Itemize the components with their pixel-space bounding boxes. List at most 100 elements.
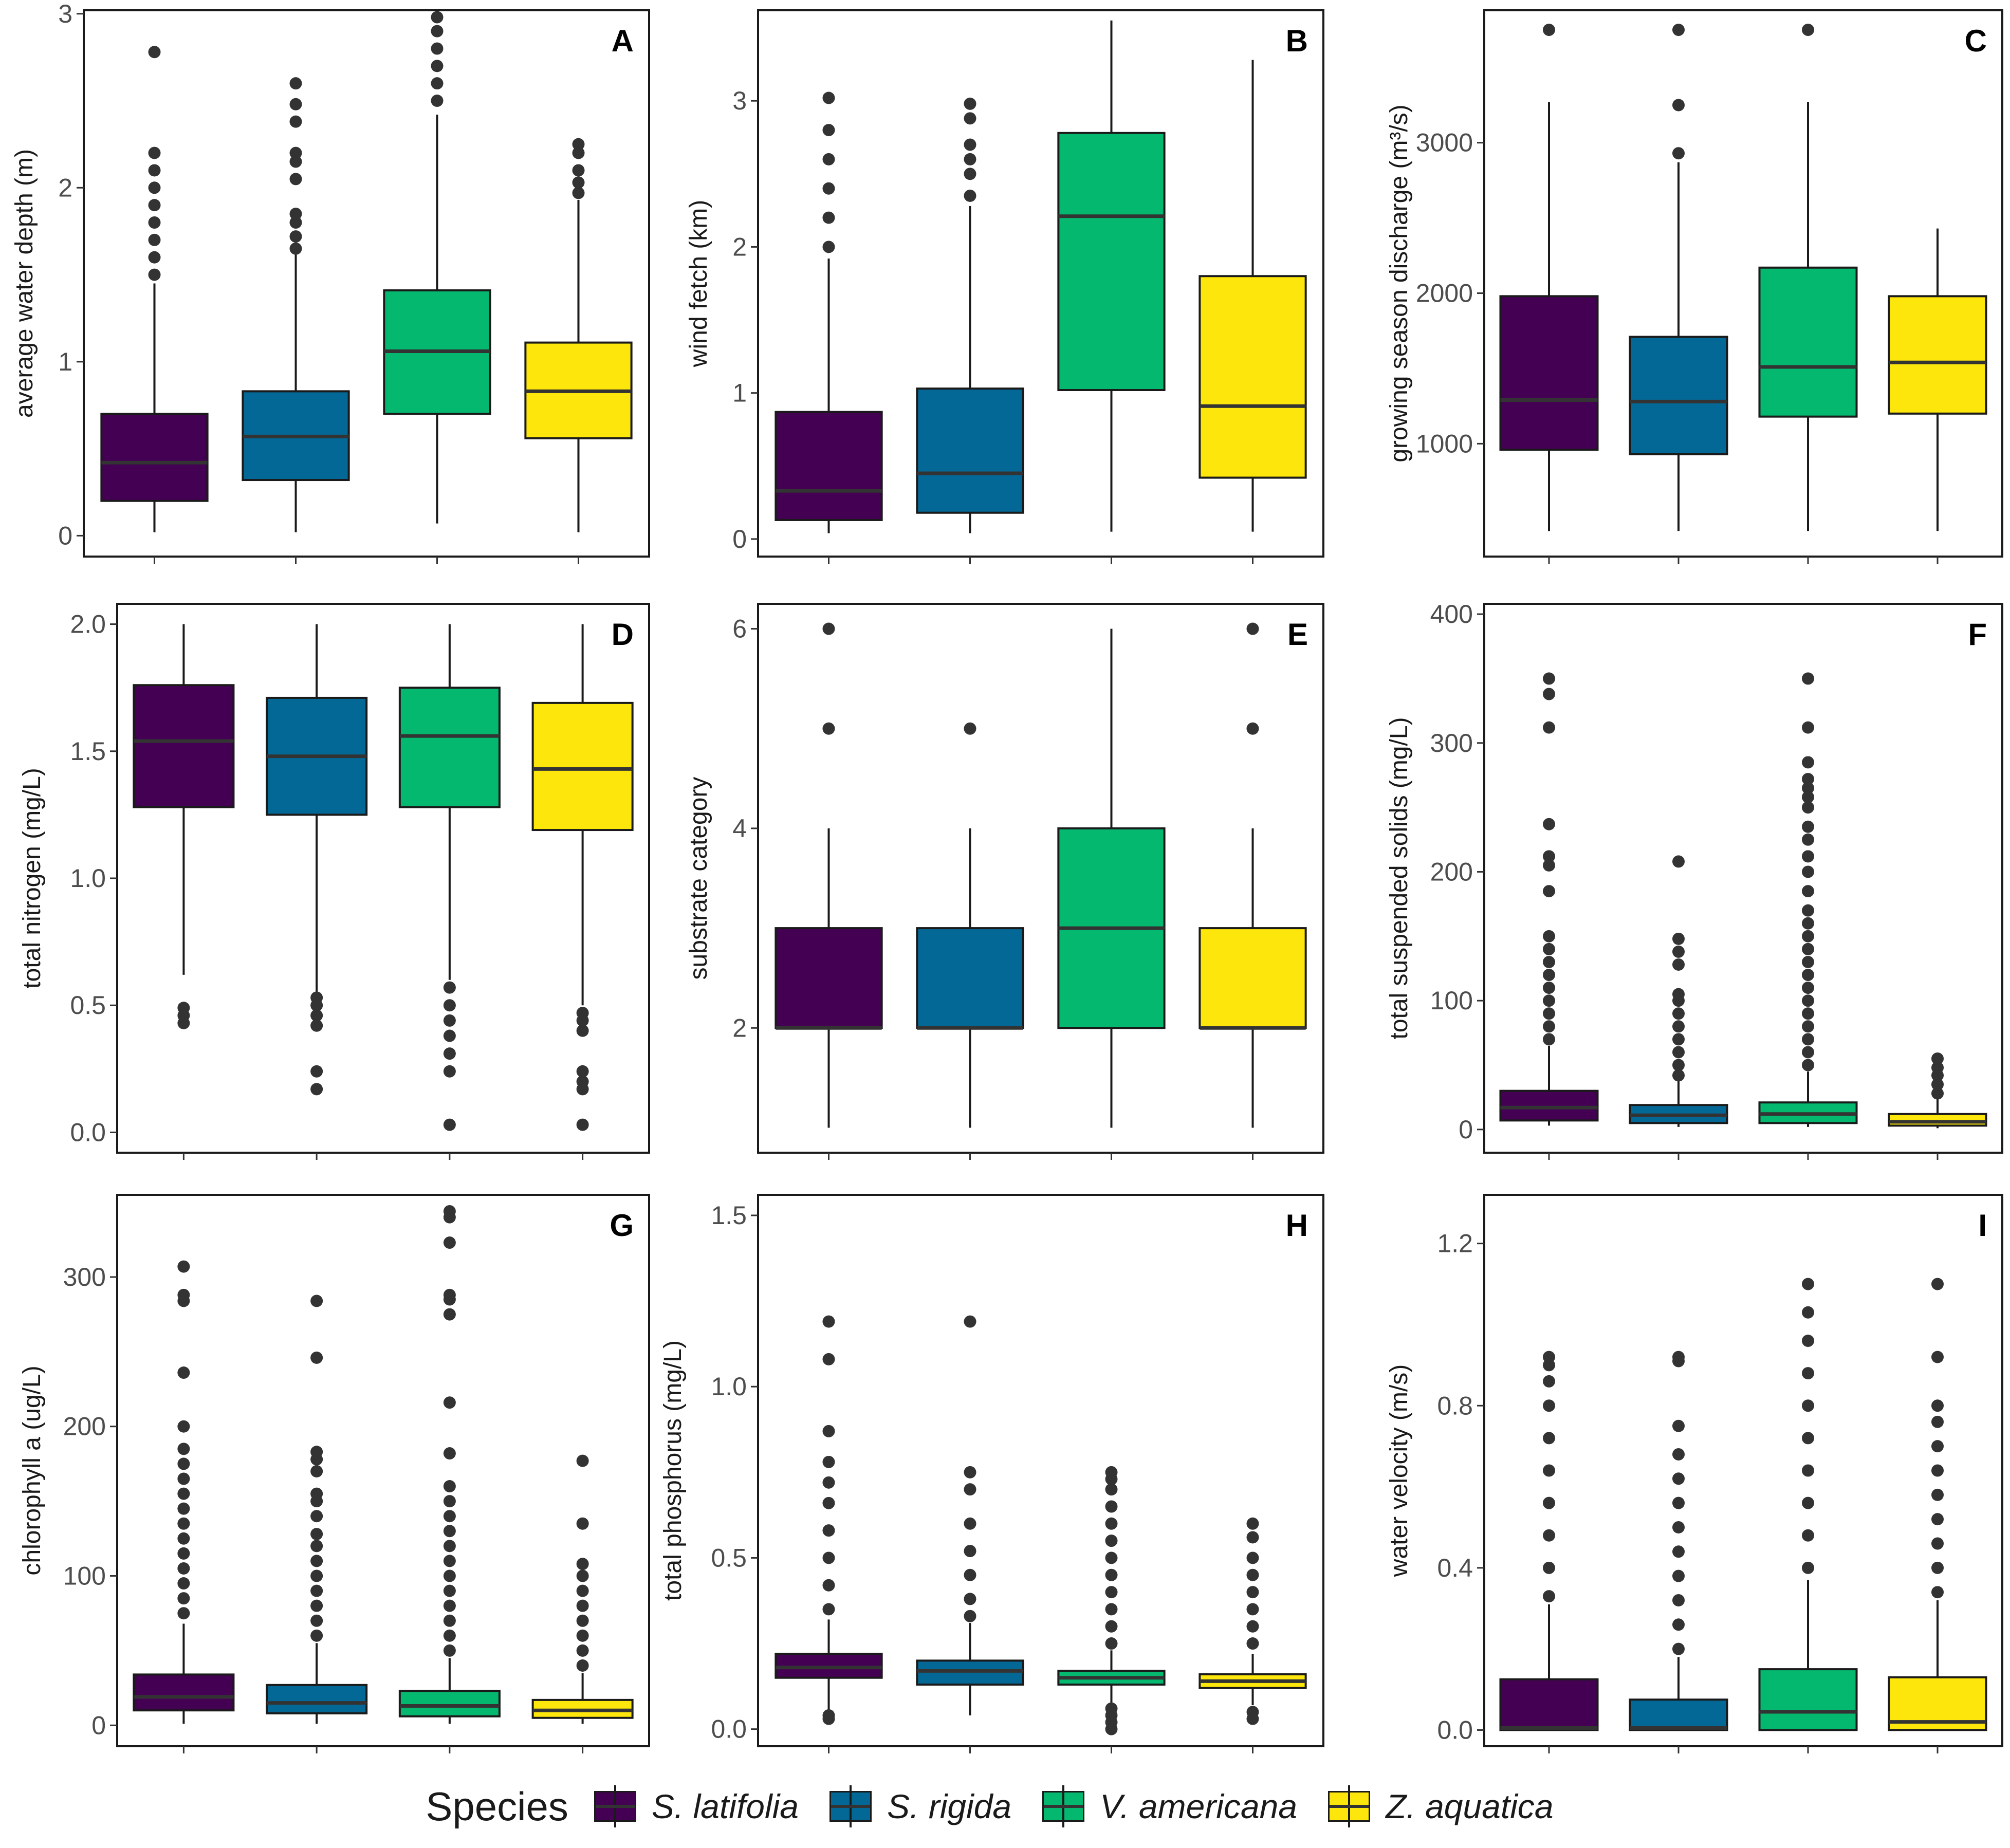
- panel-d-outlier-s-rigida: [310, 1065, 323, 1078]
- panel-a-outlier-z-aquatica: [572, 138, 585, 151]
- panel-h-outlier-z-aquatica: [1246, 1551, 1259, 1564]
- panel-f-outlier-s-rigida: [1672, 958, 1685, 971]
- panel-i-outlier-s-rigida: [1672, 1618, 1685, 1631]
- panel-a-outlier-s-latifolia: [148, 46, 161, 59]
- panel-a-outlier-s-latifolia: [148, 233, 161, 246]
- panel-i-outlier-z-aquatica: [1931, 1399, 1944, 1412]
- panel-g-outlier-z-aquatica: [576, 1569, 589, 1582]
- panel-f-outlier-v-americana: [1802, 801, 1814, 814]
- panel-h-outlier-s-latifolia: [822, 1579, 835, 1592]
- panel-h-outlier-v-americana: [1105, 1702, 1118, 1715]
- panel-g-outlier-s-rigida: [310, 1540, 323, 1553]
- panel-g-letter: G: [610, 1208, 634, 1243]
- panel-f-outlier-s-rigida: [1672, 1007, 1685, 1020]
- panel-g-outlier-s-latifolia: [177, 1288, 190, 1301]
- panel-d-outlier-s-latifolia: [177, 1002, 190, 1014]
- panel-a-outlier-s-rigida: [289, 115, 302, 128]
- panel-d-outlier-s-rigida: [310, 1083, 323, 1096]
- panel-i-outlier-z-aquatica: [1931, 1513, 1944, 1526]
- panel-f-outlier-s-latifolia: [1543, 688, 1555, 700]
- panel-i-y-tick-label: 1.2: [1437, 1229, 1473, 1258]
- panel-b-y-tick-label: 2: [732, 232, 747, 261]
- panel-h-outlier-v-americana: [1105, 1535, 1118, 1547]
- panel-g-outlier-v-americana: [443, 1555, 456, 1567]
- panel-g-outlier-s-latifolia: [177, 1260, 190, 1273]
- panel-i-outlier-z-aquatica: [1931, 1278, 1944, 1290]
- panel-h-outlier-z-aquatica: [1246, 1603, 1259, 1616]
- panel-b-outlier-s-rigida: [964, 168, 976, 180]
- panel-i-outlier-z-aquatica: [1931, 1464, 1944, 1477]
- panel-e-outlier-s-rigida: [964, 722, 976, 735]
- panel-g-outlier-s-latifolia: [177, 1502, 190, 1515]
- panel-d-outlier-z-aquatica: [576, 1075, 589, 1088]
- panel-a-letter: A: [612, 24, 634, 58]
- panel-a-outlier-v-americana: [431, 77, 444, 90]
- panel-g-outlier-z-aquatica: [576, 1517, 589, 1530]
- panel-h-outlier-v-americana: [1105, 1637, 1118, 1650]
- panel-b-outlier-s-latifolia: [822, 182, 835, 195]
- panel-f-y-tick-label: 100: [1430, 986, 1473, 1015]
- panel-i-box-s-rigida: [1629, 1698, 1728, 1731]
- panel-e-y-tick-label: 6: [732, 615, 747, 643]
- panel-f-outlier-v-americana: [1802, 994, 1814, 1007]
- panel-h-outlier-v-americana: [1105, 1568, 1118, 1581]
- panel-f-outlier-s-rigida: [1672, 855, 1685, 868]
- panel-i-outlier-z-aquatica: [1931, 1561, 1944, 1574]
- panel-h-y-tick-label: 1.5: [711, 1201, 747, 1230]
- panel-h-outlier-v-americana: [1105, 1483, 1118, 1496]
- panel-f-outlier-v-americana: [1802, 721, 1814, 734]
- panel-c-box-v-americana: [1758, 266, 1858, 418]
- panel-g-outlier-s-rigida: [310, 1629, 323, 1642]
- panel-a-outlier-s-latifolia: [148, 199, 161, 212]
- panel-b-letter: B: [1286, 24, 1308, 58]
- panel-c-letter: C: [1965, 24, 1987, 58]
- panel-a-y-tick-label: 0: [58, 521, 72, 550]
- panel-i-outlier-s-latifolia: [1543, 1399, 1555, 1412]
- panel-c-box-s-rigida: [1629, 336, 1728, 455]
- panel-h-y-tick-label: 1.0: [711, 1372, 747, 1401]
- panel-i-outlier-v-americana: [1802, 1432, 1814, 1445]
- panel-i-outlier-v-americana: [1802, 1335, 1814, 1347]
- panel-f-outlier-v-americana: [1802, 885, 1814, 898]
- panel-g-outlier-v-americana: [443, 1584, 456, 1597]
- panel-g-outlier-z-aquatica: [576, 1614, 589, 1627]
- panel-g-outlier-v-americana: [443, 1510, 456, 1523]
- panel-d-outlier-s-rigida: [310, 1009, 323, 1022]
- legend-key-s-rigida: [829, 1785, 872, 1827]
- panel-f-outlier-s-rigida: [1672, 1059, 1685, 1071]
- legend-key-s-latifolia: [594, 1785, 636, 1827]
- panel-f-outlier-s-latifolia: [1543, 721, 1555, 734]
- panel-g-outlier-v-americana: [443, 1525, 456, 1538]
- panel-h-outlier-s-latifolia: [822, 1353, 835, 1365]
- panel-b-outlier-s-rigida: [964, 138, 976, 151]
- panel-g-outlier-s-latifolia: [177, 1547, 190, 1560]
- panel-f-outlier-s-rigida: [1672, 1020, 1685, 1033]
- panel-f-outlier-s-rigida: [1672, 932, 1685, 945]
- panel-f-outlier-s-latifolia: [1543, 818, 1555, 830]
- panel-h-outlier-s-latifolia: [822, 1315, 835, 1328]
- panel-i-outlier-s-rigida: [1672, 1351, 1685, 1363]
- panel-g-outlier-v-americana: [443, 1569, 456, 1582]
- legend-label-z-aquatica: Z. aquatica: [1386, 1787, 1554, 1825]
- panel-f-outlier-v-americana: [1802, 782, 1814, 794]
- panel-g-outlier-z-aquatica: [576, 1629, 589, 1642]
- panel-i-frame: [1483, 1194, 2003, 1747]
- legend-item-z-aquatica: Z. aquatica: [1328, 1785, 1554, 1827]
- panel-b-y-tick-label: 1: [732, 379, 747, 408]
- panel-c-box-s-latifolia: [1499, 295, 1599, 451]
- panel-g-outlier-z-aquatica: [576, 1584, 589, 1597]
- panel-f-outlier-v-americana: [1802, 820, 1814, 833]
- panel-f-outlier-z-aquatica: [1931, 1087, 1944, 1100]
- panel-g-outlier-s-rigida: [310, 1351, 323, 1364]
- panel-f-outlier-v-americana: [1802, 943, 1814, 955]
- panel-g-outlier-v-americana: [443, 1396, 456, 1409]
- panel-h-y-axis-label: total phosphorus (mg/L): [659, 1340, 687, 1601]
- panel-g-outlier-z-aquatica: [576, 1599, 589, 1612]
- legend-item-v-americana: V. americana: [1042, 1785, 1297, 1827]
- panel-g-outlier-s-latifolia: [177, 1472, 190, 1485]
- legend-item-s-rigida: S. rigida: [829, 1785, 1011, 1827]
- panel-g-outlier-s-rigida: [310, 1487, 323, 1500]
- panel-i-outlier-z-aquatica: [1931, 1440, 1944, 1453]
- panel-i-outlier-s-rigida: [1672, 1569, 1685, 1582]
